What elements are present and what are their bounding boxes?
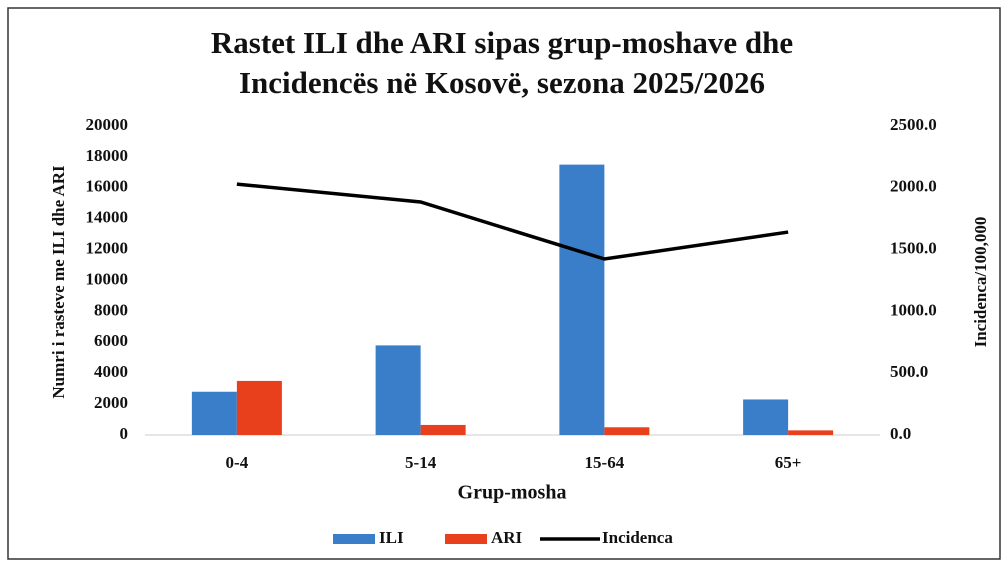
y2-tick-label: 2000.0 [890, 177, 937, 196]
bar [236, 380, 282, 435]
legend-swatch [445, 534, 487, 544]
bar [604, 427, 650, 435]
bar [420, 424, 466, 435]
legend-label: ILI [379, 528, 404, 547]
y2-tick-label: 500.0 [890, 362, 928, 381]
legend-swatch [333, 534, 375, 544]
bar [375, 345, 421, 435]
y-tick-label: 6000 [94, 331, 128, 350]
y-tick-label: 10000 [86, 269, 129, 288]
legend-label: ARI [491, 528, 523, 547]
y-tick-label: 20000 [86, 115, 129, 134]
y2-axis-label: Incidenca/100,000 [971, 217, 990, 348]
x-axis-label: Grup-mosha [458, 482, 567, 504]
chart-title: Rastet ILI dhe ARI sipas grup-moshave dh… [211, 25, 793, 60]
frame [7, 7, 1001, 560]
chart-title: Incidencës në Kosovë, sezona 2025/2026 [239, 65, 765, 100]
y-tick-label: 12000 [86, 239, 129, 258]
y-tick-label: 4000 [94, 362, 128, 381]
line [236, 182, 789, 261]
y-axis-label: Numri i rasteve me ILI dhe ARI [49, 165, 68, 399]
bar [191, 391, 237, 435]
y2-tick-label: 1000.0 [890, 300, 937, 319]
x-tick-label: 65+ [775, 453, 802, 472]
bar [788, 430, 834, 435]
x-tick-label: 5-14 [405, 453, 437, 472]
y2-tick-label: 2500.0 [890, 115, 937, 134]
y-tick-label: 2000 [94, 393, 128, 412]
y-tick-label: 8000 [94, 300, 128, 319]
y-tick-label: 18000 [86, 146, 129, 165]
y2-tick-label: 0.0 [890, 424, 911, 443]
y2-tick-label: 1500.0 [890, 239, 937, 258]
x-tick-label: 15-64 [585, 453, 625, 472]
legend-label: Incidenca [602, 528, 673, 547]
y-tick-label: 14000 [86, 208, 129, 227]
y-tick-label: 0 [120, 424, 129, 443]
bar [743, 399, 789, 435]
y-tick-label: 16000 [86, 177, 129, 196]
bar [559, 164, 605, 435]
x-tick-label: 0-4 [226, 453, 249, 472]
